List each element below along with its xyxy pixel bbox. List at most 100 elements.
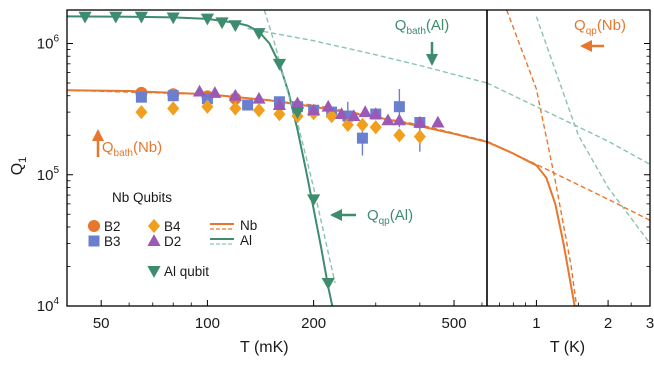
- model-curve-0-right: [487, 140, 576, 306]
- data-point-b3: [342, 110, 354, 122]
- model-curve-4-right: [487, 82, 650, 166]
- axis-labels: Q1T (mK) T (K): [9, 157, 585, 356]
- y-axis-label-sub: 1: [17, 157, 29, 163]
- data-point-d2: [369, 107, 383, 120]
- data-point-al-qubit: [272, 58, 287, 71]
- data-point-b3: [201, 93, 213, 105]
- x-right-tick-label: 1: [532, 315, 540, 332]
- data-point-d2: [431, 115, 445, 128]
- annotations: Qbath(Al) Qqp(Nb) Qbath(Nb) Qqp(Al): [92, 17, 626, 227]
- model-curve-3-left: [67, 15, 334, 306]
- data-point-b4: [369, 120, 382, 135]
- model-curve-2-right: [506, 10, 578, 306]
- legend: Nb Qubits B2 B4 Nb B3 D2 Al Al qubit: [87, 190, 257, 279]
- data-point-b4: [413, 129, 426, 144]
- x-left-tick-label: 200: [301, 315, 326, 332]
- legend-title: Nb Qubits: [112, 190, 172, 205]
- data-point-d2: [413, 115, 427, 128]
- y-tick-base: 10: [37, 298, 54, 315]
- data-point-d2: [192, 84, 207, 97]
- plot-frame: [66, 9, 651, 307]
- model-curve-1-left: [67, 89, 487, 142]
- y-tick-exp: 5: [53, 165, 59, 176]
- data-point-d2: [381, 113, 395, 126]
- annotation-3: Qqp(Al): [367, 207, 413, 227]
- legend-al-qubit-swatch: [147, 266, 161, 278]
- x-left-axis-label: T (mK): [240, 339, 289, 356]
- data-point-b4: [356, 117, 369, 133]
- model-curves-left: [67, 10, 487, 306]
- x-right-axis-label: T (K): [550, 339, 585, 356]
- data-point-b4: [325, 108, 338, 124]
- legend-al-label: Al: [240, 233, 252, 248]
- legend-b2-swatch: [87, 219, 101, 233]
- axes-frame: [66, 9, 651, 307]
- y-tick-base: 10: [37, 167, 54, 184]
- data-point-d2: [358, 105, 372, 118]
- y-tick-label: 106: [37, 34, 60, 53]
- data-point-b4: [167, 101, 180, 116]
- data-point-al-qubit: [78, 11, 92, 24]
- x-left-tick-label: 500: [442, 315, 467, 332]
- data-point-al-qubit: [215, 17, 229, 30]
- y-tick-base: 10: [37, 36, 54, 53]
- legend-b4-label: B4: [164, 219, 181, 234]
- legend-b4-swatch: [147, 218, 161, 234]
- data-point-d2: [272, 98, 287, 110]
- x-right-tick-label: 2: [604, 315, 612, 332]
- data-point-b4: [252, 103, 266, 118]
- annotation-2: Qbath(Nb): [102, 139, 162, 159]
- legend-b2-label: B2: [104, 219, 121, 234]
- data-point-b3: [356, 132, 368, 144]
- model-curves-right: [487, 10, 650, 306]
- annotation-arrow-2-head: [92, 129, 104, 141]
- legend-b3-swatch: [88, 235, 100, 247]
- data-point-al-qubit: [228, 20, 242, 32]
- data-point-al-qubit: [321, 277, 335, 290]
- annotation-arrow-0-head: [426, 54, 438, 66]
- data-point-d2: [321, 99, 335, 112]
- data-point-d2: [252, 91, 266, 104]
- data-point-b4: [201, 99, 214, 114]
- x-right-tick-label: 3: [646, 315, 654, 332]
- legend-d2-label: D2: [164, 234, 181, 249]
- annotation-0: Qbath(Al): [395, 17, 449, 37]
- legend-nb-label: Nb: [240, 218, 257, 233]
- y-tick-exp: 4: [53, 296, 59, 307]
- data-point-d2: [334, 107, 349, 120]
- annotation-arrow-3-head: [330, 209, 342, 221]
- data-point-d2: [347, 109, 361, 122]
- legend-d2-swatch: [147, 234, 161, 246]
- data-point-b4: [229, 101, 242, 116]
- data-point-b4: [341, 117, 354, 133]
- data-points: [78, 11, 445, 290]
- data-point-al-qubit: [252, 28, 266, 40]
- data-point-b3: [242, 99, 254, 111]
- model-curve-6-right: [535, 16, 650, 244]
- x-left-tick-label: 100: [195, 315, 220, 332]
- y-tick-exp: 6: [53, 34, 59, 45]
- x-left-tick-label: 50: [93, 315, 110, 332]
- data-point-b4: [273, 106, 286, 122]
- data-point-d2: [290, 96, 305, 109]
- data-point-d2: [228, 88, 242, 101]
- legend-b3-label: B3: [104, 234, 121, 249]
- data-point-al-qubit: [200, 13, 215, 26]
- data-point-d2: [208, 86, 222, 98]
- annotation-1: Qqp(Nb): [574, 17, 626, 37]
- data-point-al-qubit: [134, 11, 148, 24]
- data-point-al-qubit: [109, 11, 123, 24]
- data-point-b3: [393, 101, 405, 113]
- data-point-al-qubit: [166, 12, 180, 25]
- y-axis-label-main: Q: [9, 163, 26, 175]
- y-tick-label: 105: [37, 165, 60, 184]
- model-curve-4-left: [247, 27, 487, 84]
- data-point-al-qubit: [307, 194, 321, 207]
- data-point-b4: [393, 128, 406, 143]
- model-curve-5-left: [263, 10, 336, 284]
- data-point-d2: [392, 113, 406, 126]
- legend-al-qubit-label: Al qubit: [164, 264, 209, 279]
- data-point-d2: [307, 103, 321, 116]
